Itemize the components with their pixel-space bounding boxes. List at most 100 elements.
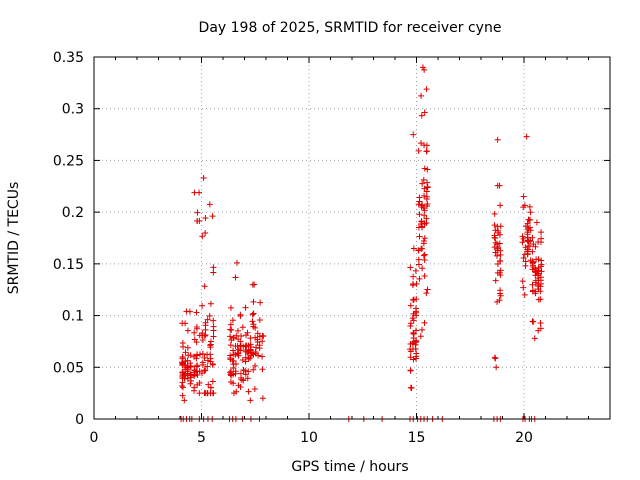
data-point — [210, 327, 217, 334]
data-point — [532, 277, 539, 284]
data-point — [210, 264, 217, 271]
x-tick-label: 15 — [408, 430, 426, 446]
data-point — [529, 281, 536, 288]
data-point — [179, 392, 186, 399]
data-point — [256, 316, 263, 323]
data-point — [421, 165, 428, 172]
data-point — [199, 233, 206, 240]
data-point — [232, 360, 239, 367]
data-point — [496, 269, 503, 276]
data-point — [538, 229, 545, 236]
data-point — [247, 335, 254, 342]
data-point — [256, 345, 263, 352]
data-point — [493, 364, 500, 371]
data-point — [191, 353, 198, 360]
data-point — [227, 342, 234, 349]
data-point — [492, 277, 499, 284]
data-point — [250, 351, 257, 358]
data-point — [520, 204, 527, 211]
data-point — [417, 333, 424, 340]
data-point — [533, 219, 540, 226]
data-point — [419, 265, 426, 272]
data-point — [257, 299, 264, 306]
data-point — [527, 209, 534, 216]
y-tick-label: 0.05 — [53, 360, 84, 376]
data-point — [418, 112, 425, 119]
data-point — [538, 235, 545, 242]
data-point — [251, 386, 258, 393]
data-point — [187, 360, 194, 367]
data-point — [235, 336, 242, 343]
data-point — [521, 291, 528, 298]
data-point — [407, 354, 414, 361]
data-point — [421, 319, 428, 326]
data-point — [533, 268, 540, 275]
data-point — [187, 377, 194, 384]
data-point — [415, 224, 422, 231]
data-point — [193, 339, 200, 346]
data-point — [494, 182, 501, 189]
data-points — [178, 64, 545, 422]
data-point — [242, 348, 249, 355]
data-point — [524, 229, 531, 236]
data-point — [491, 354, 498, 361]
data-point — [519, 239, 526, 246]
data-point — [234, 327, 241, 334]
data-point — [419, 64, 426, 71]
data-point — [529, 234, 536, 241]
data-point — [410, 245, 417, 252]
data-point — [421, 251, 428, 258]
data-point — [209, 361, 216, 368]
data-point — [227, 371, 234, 378]
data-point — [412, 308, 419, 315]
data-point — [230, 347, 237, 354]
data-point — [491, 210, 498, 217]
data-point — [421, 185, 428, 192]
data-point — [204, 316, 211, 323]
data-point — [535, 256, 542, 263]
data-point — [524, 220, 531, 227]
data-point — [202, 319, 209, 326]
data-point — [415, 147, 422, 154]
data-point — [412, 355, 419, 362]
data-point — [407, 322, 414, 329]
data-point — [202, 215, 209, 222]
data-point — [184, 344, 191, 351]
data-point — [196, 189, 203, 196]
data-point — [419, 180, 426, 187]
data-point — [206, 201, 213, 208]
data-point — [407, 367, 414, 374]
data-point — [525, 242, 532, 249]
data-point — [423, 290, 430, 297]
data-point — [245, 388, 252, 395]
data-point — [210, 317, 217, 324]
data-point — [421, 109, 428, 116]
data-point — [410, 281, 417, 288]
data-point — [245, 348, 252, 355]
data-point — [419, 326, 426, 333]
data-point — [418, 140, 425, 147]
data-point — [239, 324, 246, 331]
data-point — [243, 342, 250, 349]
data-point — [519, 278, 526, 285]
data-point — [183, 308, 190, 315]
data-point — [196, 332, 203, 339]
data-point — [250, 366, 257, 373]
data-point — [423, 148, 430, 155]
data-point — [415, 261, 422, 268]
data-point — [529, 248, 536, 255]
data-point — [199, 350, 206, 357]
data-point — [199, 361, 206, 368]
data-point — [194, 381, 201, 388]
data-point — [199, 337, 206, 344]
data-point — [228, 326, 235, 333]
data-point — [520, 193, 527, 200]
data-point — [191, 384, 198, 391]
data-point — [230, 390, 237, 397]
data-point — [191, 329, 198, 336]
data-point — [180, 343, 187, 350]
data-point — [424, 179, 431, 186]
data-point — [522, 262, 529, 269]
data-point — [232, 274, 239, 281]
